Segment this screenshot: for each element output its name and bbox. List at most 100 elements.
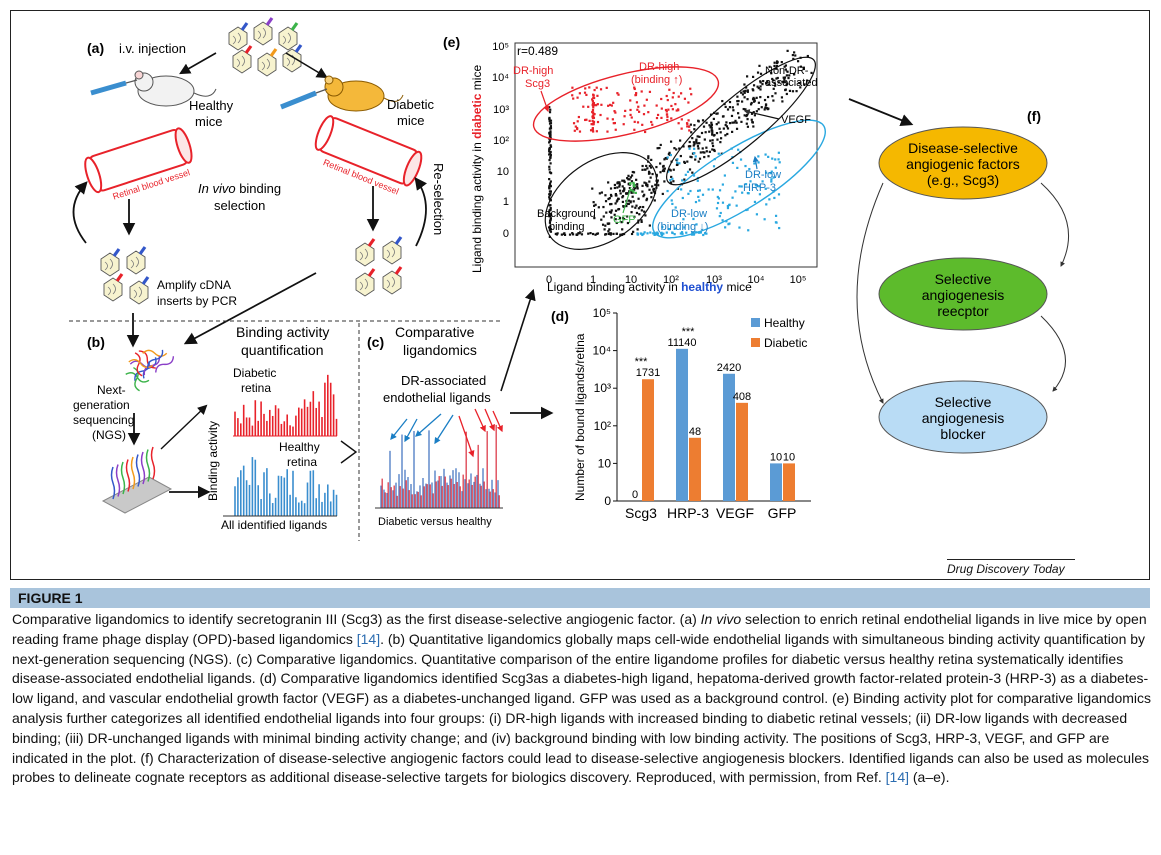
reference-link[interactable]: [14] [885, 769, 909, 786]
scatter-point [626, 215, 629, 218]
scatter-point [616, 92, 619, 95]
scatter-point [643, 210, 646, 213]
scatter-point [648, 90, 652, 93]
scatter-point [607, 104, 610, 107]
scatter-point [621, 196, 624, 199]
x-tick-label: 1 [590, 274, 596, 286]
diabetic-retina-text-2: retina [241, 381, 271, 395]
scatter-point [682, 145, 685, 148]
scatter-point [668, 151, 671, 154]
scatter-point [783, 78, 786, 81]
scatter-point [634, 186, 637, 190]
scatter-point [548, 186, 551, 189]
scatter-point [678, 147, 681, 150]
scatter-point [757, 108, 760, 111]
scatter-point [704, 232, 707, 235]
scatter-point [774, 158, 777, 161]
scatter-point [755, 110, 758, 113]
scatter-point [576, 96, 579, 99]
scatter-point [660, 116, 663, 120]
scatter-point [718, 127, 721, 130]
scatter-point [685, 231, 688, 234]
scatter-point [632, 190, 635, 193]
diabetic-versus-healthy-axis: Diabetic versus healthy [378, 516, 492, 528]
y-tick-label: 0 [503, 228, 509, 240]
phage-icon [126, 250, 146, 275]
phage-ligand [265, 17, 274, 26]
significance-marker: *** [635, 356, 649, 368]
scatter-point [671, 177, 674, 180]
scatter-point [617, 208, 620, 211]
scatter-point [632, 230, 635, 233]
scatter-point [780, 96, 784, 99]
phage-icon [278, 26, 298, 51]
scatter-point [548, 229, 551, 232]
scatter-point [635, 211, 639, 215]
scatter-point [572, 97, 575, 100]
scatter-point [633, 215, 636, 218]
scatter-point [609, 211, 613, 214]
scatter-point [595, 104, 598, 107]
scatter-point [696, 135, 699, 138]
x-tick-label: 10⁴ [748, 274, 765, 286]
scatter-point [656, 179, 659, 182]
scatter-point [728, 121, 732, 125]
scatter-point [601, 223, 605, 226]
scatter-point [703, 138, 706, 141]
y-tick-label: 0 [604, 494, 611, 508]
scatter-point [548, 183, 552, 187]
scatter-point [726, 132, 729, 136]
reference-link[interactable]: [14] [356, 630, 381, 647]
dna-fragments-icon [125, 349, 175, 392]
scatter-frame [514, 42, 818, 268]
scatter-point [548, 226, 552, 229]
phage-dna [282, 32, 291, 45]
scatter-point [785, 92, 788, 96]
scatter-point [643, 181, 646, 184]
scatter-point [680, 231, 684, 234]
dr-high-scg3-label-2: Scg3 [525, 78, 550, 90]
scatter-point [753, 98, 756, 101]
scatter-point [620, 221, 623, 224]
scatter-point [602, 205, 605, 209]
scatter-point [708, 130, 711, 133]
scatter-point [700, 131, 704, 135]
phage-dna [386, 246, 395, 259]
scatter-point [652, 232, 655, 235]
scatter-point [589, 129, 593, 132]
scatter-point [637, 207, 640, 210]
phage-reselected-icon [355, 236, 403, 297]
scatter-point [663, 167, 666, 170]
node1-line1: Disease-selective [908, 140, 1018, 156]
scatter-point [614, 111, 617, 114]
scatter-point [675, 163, 679, 167]
scatter-point [610, 104, 613, 107]
scatter-point [806, 54, 809, 58]
scatter-point [623, 115, 626, 118]
scatter-point [731, 196, 734, 199]
scatter-point [715, 112, 718, 115]
scatter-point [605, 211, 608, 214]
scatter-point [650, 191, 653, 194]
phage-dna [236, 55, 245, 68]
legend-label: Healthy [764, 316, 805, 330]
scatter-point [657, 184, 660, 187]
phage-icon [253, 21, 273, 46]
scatter-point [647, 157, 650, 160]
scatter-point [752, 75, 755, 78]
scatter-point [744, 183, 748, 186]
non-dr-ellipse [666, 56, 816, 186]
scatter-point [571, 86, 574, 89]
scatter-point [683, 97, 687, 100]
scatter-point [743, 91, 746, 94]
scatter-point [592, 94, 595, 97]
scatter-point [548, 193, 551, 196]
scatter-point [591, 116, 595, 120]
panel-b-label: (b) [87, 334, 105, 350]
figure-artwork: (a) i.v. injection Healthy mice Diabetic [69, 17, 1069, 541]
comparative-profile-bars [380, 424, 500, 508]
scatter-point [702, 233, 705, 237]
y-tick-label: 10⁴ [592, 344, 611, 358]
scatter-point [746, 125, 750, 128]
scatter-point [722, 127, 725, 130]
